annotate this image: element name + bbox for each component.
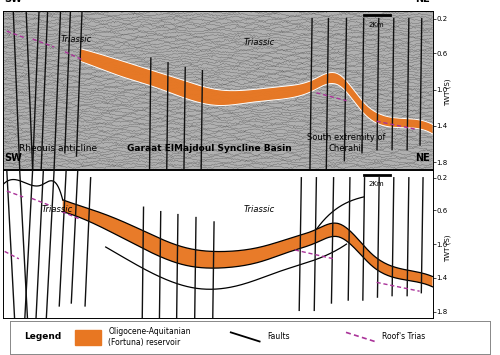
Polygon shape	[62, 200, 432, 287]
Text: Garaat ElMajdoul Syncline Basin: Garaat ElMajdoul Syncline Basin	[126, 144, 292, 153]
Text: SW: SW	[4, 0, 22, 4]
Text: NE: NE	[416, 0, 430, 4]
Text: 2Km: 2Km	[369, 181, 384, 187]
Bar	[75, 330, 101, 345]
Text: TWT (S): TWT (S)	[444, 78, 451, 106]
Text: Roof's Trias: Roof's Trias	[382, 332, 425, 341]
Text: Triassic: Triassic	[244, 204, 274, 214]
Text: Faults: Faults	[267, 332, 289, 341]
Text: NE: NE	[416, 153, 430, 163]
Polygon shape	[80, 49, 432, 134]
Text: South extremity of
Cherahil: South extremity of Cherahil	[307, 133, 386, 153]
Text: Triassic: Triassic	[60, 35, 92, 44]
Text: Oligocene-Aquitanian
(Fortuna) reservoir: Oligocene-Aquitanian (Fortuna) reservoir	[108, 327, 191, 347]
Text: SW: SW	[4, 153, 22, 163]
Text: Triassic: Triassic	[244, 38, 274, 48]
Text: Triassic: Triassic	[41, 204, 72, 214]
Text: TWT (S): TWT (S)	[444, 235, 451, 262]
Text: 2Km: 2Km	[369, 22, 384, 28]
Text: Legend: Legend	[24, 332, 62, 341]
Text: Rheouis anticline: Rheouis anticline	[20, 144, 98, 153]
